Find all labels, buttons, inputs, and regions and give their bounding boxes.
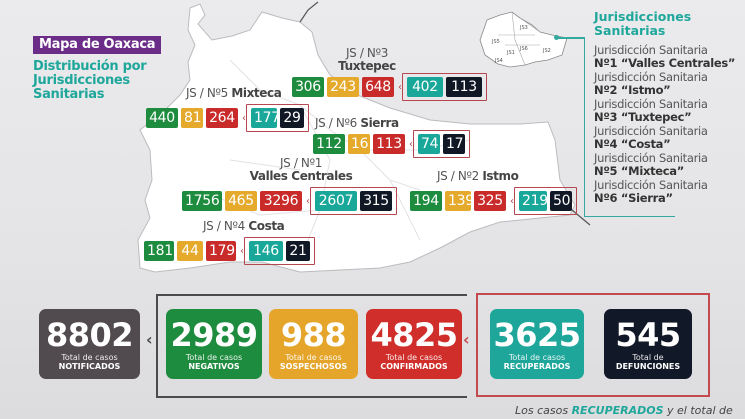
js6-stats: 112 16 113 ‹ 74 17 [313, 130, 470, 158]
js3-confirmados: 648 [362, 77, 394, 97]
js3-label: JS / Nº3 Tuxtepec [338, 46, 396, 73]
js2-defunciones: 50 [550, 191, 572, 211]
svg-text:JS6: JS6 [519, 46, 528, 52]
total-confirmados: 4825 Total de casos CONFIRMADOS [366, 309, 462, 379]
js6-sospechosos: 16 [348, 134, 370, 154]
frame-confirmados-breakdown [476, 293, 710, 397]
js1-negativos: 1756 [182, 191, 222, 211]
total-sospechosos: 988 Total de casos SOSPECHOSOS [269, 309, 358, 379]
js5-label: JS / Nº5 Mixteca [186, 86, 282, 100]
js6-label: JS / Nº6 Sierra [315, 116, 399, 130]
connector-icon: ‹ [510, 195, 514, 207]
js5-recuperados: 177 [251, 108, 280, 128]
legend-item-js5: Jurisdicción Sanitaria Nº5 “Mixteca” [594, 151, 708, 178]
js4-negativos: 181 [144, 241, 174, 261]
js4-label: JS / Nº4 Costa [203, 219, 285, 233]
page-title: Mapa de Oaxaca [33, 36, 162, 54]
js4-defunciones: 21 [286, 241, 310, 261]
legend-item-js4: Jurisdicción Sanitaria Nº4 “Costa” [594, 124, 708, 151]
total-notificados: 8802 Total de casos NOTIFICADOS [39, 309, 140, 379]
js5-confirmados: 264 [206, 108, 238, 128]
legend-item-js3: Jurisdicción Sanitaria Nº3 “Tuxtepec” [594, 97, 708, 124]
legend-item-js1: Jurisdicción Sanitaria Nº1 “Valles Centra… [594, 43, 736, 70]
js1-sospechosos: 465 [225, 191, 257, 211]
js4-sospechosos: 44 [177, 241, 203, 261]
js2-sospechosos: 139 [445, 191, 474, 211]
js1-label: JS / Nº1 Valles Centrales [249, 156, 353, 183]
legend-frame [584, 38, 675, 217]
svg-text:JS4: JS4 [494, 58, 503, 64]
js1-confirmados: 3296 [260, 191, 302, 211]
total-defunciones: 545 Total de DEFUNCIONES [604, 309, 692, 379]
legend-item-js2: Jurisdicción Sanitaria Nº2 “Istmo” [594, 70, 708, 97]
legend-title: Jurisdicciones Sanitarias [594, 9, 692, 38]
legend-connector-dot [554, 35, 559, 40]
js2-confirmados: 325 [474, 191, 506, 211]
js1-recuperados: 2607 [315, 191, 357, 211]
js4-recuperados: 146 [249, 241, 283, 261]
js2-label: JS / Nº2 Istmo [437, 169, 519, 183]
js3-sospechosos: 243 [327, 77, 359, 97]
connector-icon: ‹ [409, 138, 413, 150]
js3-negativos: 306 [292, 77, 324, 97]
caret-icon: ‹ [146, 330, 153, 349]
js5-negativos: 440 [146, 108, 178, 128]
page-subtitle: Distribución por Jurisdicciones Sanitari… [33, 59, 147, 102]
js2-recuperados: 219 [519, 191, 548, 211]
connector-icon: ‹ [242, 112, 246, 124]
caret-icon: ‹ [463, 330, 470, 349]
connector-icon: ‹ [240, 245, 244, 257]
svg-text:JS2: JS2 [542, 48, 551, 54]
js6-defunciones: 17 [443, 134, 465, 154]
footnote: Los casos RECUPERADOS y el total de [515, 404, 733, 417]
js6-negativos: 112 [313, 134, 345, 154]
js3-stats: 306 243 648 ‹ 402 113 [292, 73, 487, 101]
js5-sospechosos: 81 [181, 108, 203, 128]
connector-icon: ‹ [306, 195, 310, 207]
svg-text:JS5: JS5 [491, 39, 500, 45]
legend-item-js6: Jurisdicción Sanitaria Nº6 “Sierra” [594, 178, 708, 205]
js3-recuperados: 402 [407, 77, 443, 97]
legend-connector-line [557, 37, 585, 39]
js6-confirmados: 113 [373, 134, 405, 154]
total-negativos: 2989 Total de casos NEGATIVOS [166, 309, 262, 379]
legend-list: Jurisdicción Sanitaria Nº1 “Valles Centra… [594, 44, 735, 206]
svg-text:JS3: JS3 [519, 25, 528, 31]
js6-recuperados: 74 [418, 134, 440, 154]
js5-stats: 440 81 264 ‹ 177 29 [146, 104, 309, 132]
total-recuperados: 3625 Total de casos RECUPERADOS [490, 309, 584, 379]
connector-icon: ‹ [398, 81, 402, 93]
js2-negativos: 194 [410, 191, 442, 211]
js2-stats: 194 139 325 ‹ 219 50 [410, 187, 577, 215]
js4-stats: 181 44 179 ‹ 146 21 [144, 237, 315, 265]
js5-defunciones: 29 [280, 108, 304, 128]
js3-defunciones: 113 [446, 77, 482, 97]
js4-confirmados: 179 [206, 241, 236, 261]
js1-defunciones: 315 [360, 191, 392, 211]
js1-stats: 1756 465 3296 ‹ 2607 315 [182, 187, 397, 215]
frame-notificados-breakdown [156, 294, 467, 398]
svg-text:JS1: JS1 [506, 50, 515, 56]
